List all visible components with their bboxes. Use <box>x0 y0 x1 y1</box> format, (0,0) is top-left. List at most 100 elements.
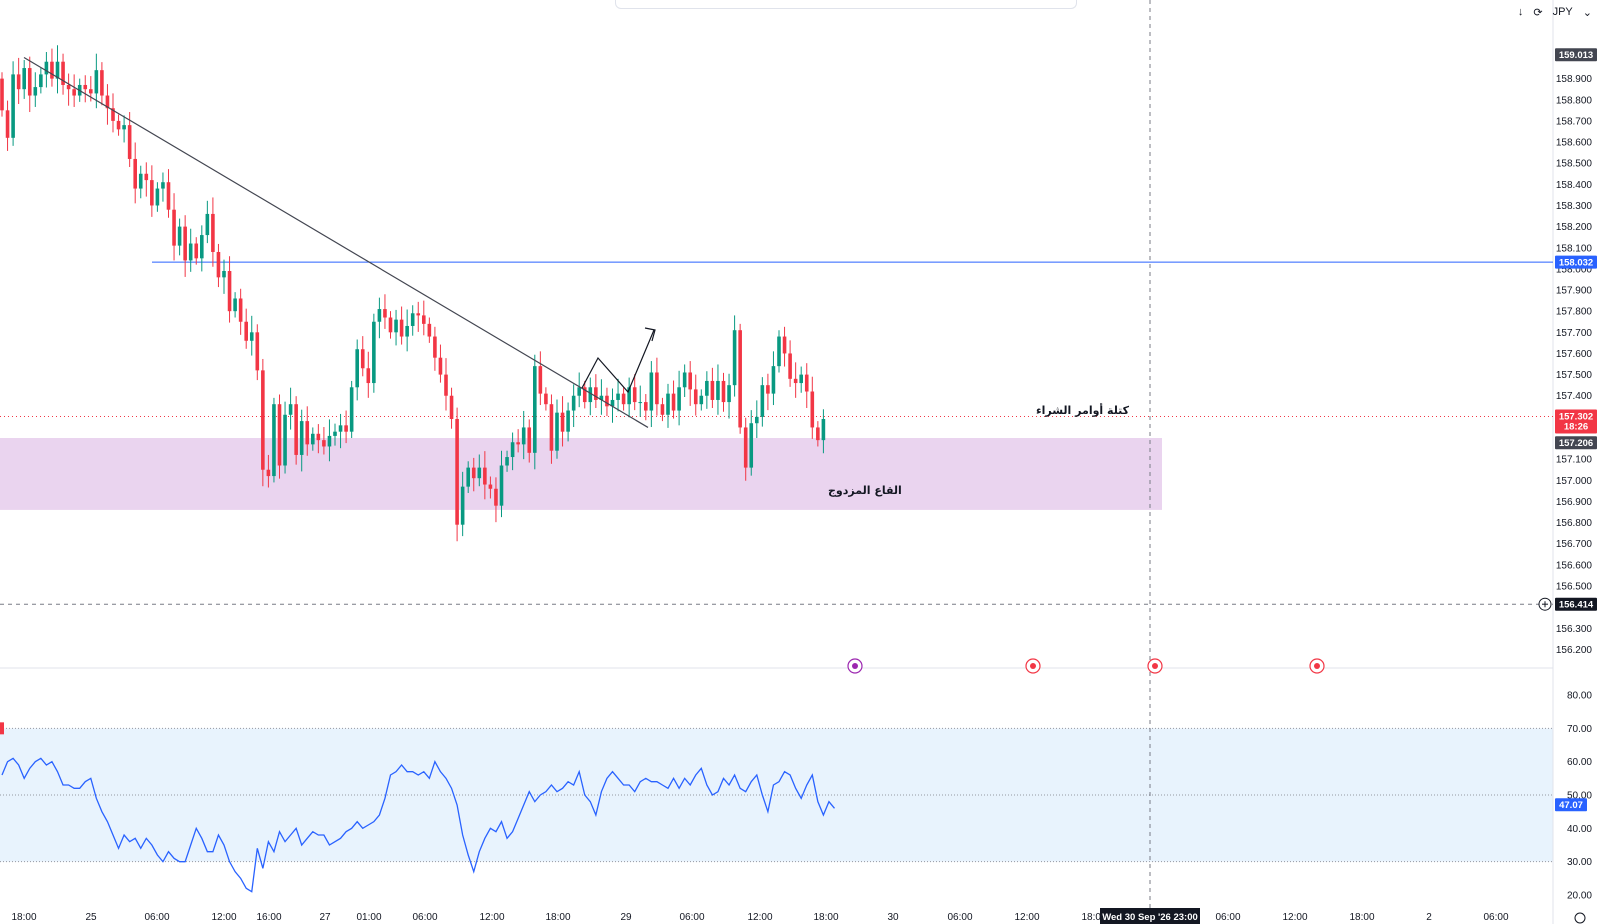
event-markers-layer[interactable] <box>847 658 1325 674</box>
time-tick-label: 18:00 <box>545 912 570 923</box>
price-tick-label: 156.600 <box>1556 560 1593 571</box>
candle-body <box>172 209 176 246</box>
candle-body <box>671 393 676 411</box>
candle-body <box>66 84 71 90</box>
candle-body <box>549 404 554 451</box>
event-marker[interactable] <box>1147 658 1163 674</box>
candle-body <box>782 336 787 354</box>
candle-body <box>366 368 371 384</box>
crosshair-price-badge: 156.414 <box>1559 599 1594 610</box>
candle-body <box>749 423 754 468</box>
event-marker[interactable] <box>1309 658 1325 674</box>
candle-body <box>649 372 654 411</box>
refresh-icon[interactable]: ⟳ <box>1533 7 1543 19</box>
candle-body <box>22 68 26 90</box>
candle-body <box>399 319 404 337</box>
candle-body <box>732 330 737 386</box>
candle-body <box>455 418 459 525</box>
candle-body <box>105 95 110 109</box>
candle-body <box>422 315 426 324</box>
candle-body <box>194 243 199 259</box>
rsi-value-badge: 47.07 <box>1559 800 1583 811</box>
candle-body <box>660 404 665 415</box>
candle-body <box>427 323 432 337</box>
candles-layer <box>0 45 826 542</box>
price-tick-label: 158.800 <box>1556 95 1593 106</box>
candle-body <box>377 309 382 322</box>
candle-body <box>483 467 487 485</box>
time-tick-label: 06:00 <box>947 912 972 923</box>
candle-body <box>655 372 659 405</box>
candle-body <box>388 317 393 333</box>
candle-body <box>183 226 187 261</box>
chevron-down-icon[interactable]: ⌄ <box>1582 7 1592 19</box>
candle-body <box>127 125 132 159</box>
horizontal-line-badge-bg <box>1555 255 1597 269</box>
candle-body <box>322 440 326 447</box>
candle-body <box>200 235 204 259</box>
candle-body <box>416 313 421 316</box>
candle-body <box>305 421 310 445</box>
arrow-down-icon[interactable]: ↓ <box>1517 6 1524 18</box>
candle-body <box>177 226 182 246</box>
candle-body <box>344 425 348 432</box>
candle-body <box>50 61 54 79</box>
candle-body <box>766 385 770 394</box>
rsi-line-layer <box>1 757 835 893</box>
buy-orders-block-label: كتلة أوامر الشراء <box>1036 403 1130 417</box>
time-tick-label: 06:00 <box>1483 912 1508 923</box>
candle-body <box>360 349 365 369</box>
candle-body <box>155 188 160 206</box>
price-tick-label: 158.600 <box>1556 138 1593 149</box>
candle-body <box>577 387 581 396</box>
time-tick-label: 06:00 <box>679 912 704 923</box>
event-marker[interactable] <box>847 658 863 674</box>
price-tick-label: 158.200 <box>1556 222 1593 233</box>
candle-body <box>688 372 692 390</box>
candle-body <box>594 387 598 400</box>
time-tick-label: 18:00 <box>813 912 838 923</box>
currency-label[interactable]: JPY <box>1552 6 1573 18</box>
candle-body <box>566 410 570 432</box>
event-marker[interactable] <box>1025 658 1041 674</box>
last-price-badge: 157.302 <box>1559 411 1593 422</box>
candle-body <box>211 213 215 252</box>
candle-body <box>349 387 354 432</box>
candle-body <box>283 414 287 466</box>
time-tick-label: 01:00 <box>356 912 381 923</box>
time-tick-label: 12:00 <box>1282 912 1307 923</box>
rsi-tick-label: 30.00 <box>1567 857 1592 868</box>
candle-body <box>405 325 409 337</box>
rsi-tick-label: 70.00 <box>1567 724 1592 735</box>
time-tick-label: 16:00 <box>256 912 281 923</box>
drawing-toolbar[interactable] <box>615 0 1077 9</box>
candle-body <box>521 427 526 445</box>
time-tick-label: 06:00 <box>144 912 169 923</box>
candle-body <box>27 68 32 96</box>
projection-arrowhead <box>644 327 656 342</box>
time-tick-label: 30 <box>887 912 899 923</box>
candle-body <box>338 425 343 432</box>
candle-body <box>499 465 504 506</box>
price-tick-label: 158.500 <box>1556 159 1593 170</box>
candle-body <box>677 387 681 411</box>
candle-body <box>438 357 443 375</box>
price-tick-label: 157.400 <box>1556 391 1593 402</box>
candle-body <box>793 378 798 384</box>
candle-body <box>788 353 792 379</box>
candle-body <box>582 387 587 403</box>
settings-gear-icon <box>1574 912 1586 924</box>
candle-body <box>710 380 715 400</box>
time-tick-label: 27 <box>319 912 331 923</box>
candle-body <box>233 298 237 312</box>
rsi-band-layer <box>0 722 1553 863</box>
time-tick-label: 12:00 <box>211 912 236 923</box>
price-tick-label: 158.400 <box>1556 180 1593 191</box>
candle-body <box>272 404 276 477</box>
candle-body <box>261 370 265 470</box>
candle-body <box>544 393 548 405</box>
candle-body <box>372 321 376 384</box>
candle-body <box>816 427 820 441</box>
price-tick-label: 157.800 <box>1556 307 1593 318</box>
